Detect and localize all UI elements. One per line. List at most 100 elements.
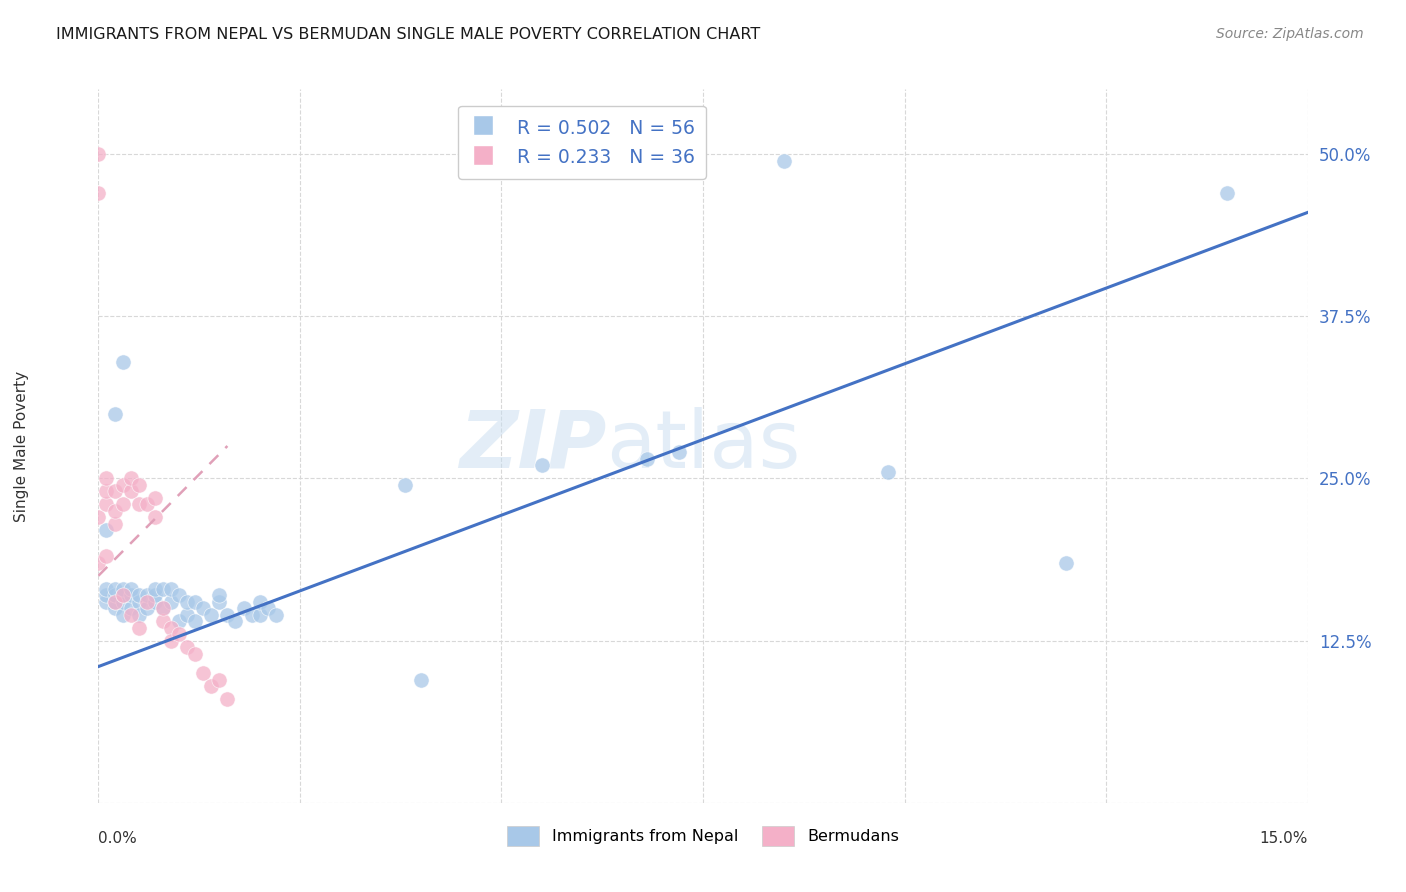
Point: [103, 601, 125, 615]
Point: [256, 601, 278, 615]
Legend: Immigrants from Nepal, Bermudans: Immigrants from Nepal, Bermudans: [501, 820, 905, 852]
Point: [120, 607, 142, 622]
Point: [128, 478, 150, 492]
Point: [240, 607, 263, 622]
Text: ZIP: ZIP: [458, 407, 606, 485]
Point: [200, 607, 222, 622]
Point: [772, 153, 794, 168]
Point: [193, 666, 215, 681]
Point: [160, 582, 183, 596]
Point: [160, 595, 183, 609]
Point: [120, 582, 142, 596]
Point: [103, 504, 125, 518]
Point: [120, 601, 142, 615]
Point: [249, 607, 271, 622]
Point: [87, 556, 110, 570]
Point: [103, 582, 125, 596]
Point: [217, 692, 239, 706]
Point: [111, 497, 134, 511]
Point: [120, 588, 142, 602]
Text: IMMIGRANTS FROM NEPAL VS BERMUDAN SINGLE MALE POVERTY CORRELATION CHART: IMMIGRANTS FROM NEPAL VS BERMUDAN SINGLE…: [56, 27, 761, 42]
Point: [111, 354, 134, 368]
Point: [232, 601, 254, 615]
Point: [877, 465, 900, 479]
Point: [111, 478, 134, 492]
Point: [96, 595, 118, 609]
Point: [1054, 556, 1077, 570]
Point: [217, 607, 239, 622]
Point: [394, 478, 416, 492]
Point: [111, 595, 134, 609]
Point: [143, 595, 166, 609]
Point: [143, 582, 166, 596]
Point: [249, 595, 271, 609]
Point: [200, 679, 222, 693]
Point: [152, 601, 174, 615]
Point: [103, 516, 125, 531]
Point: [128, 588, 150, 602]
Point: [176, 640, 198, 654]
Point: [184, 647, 207, 661]
Point: [167, 614, 190, 628]
Point: [208, 673, 231, 687]
Point: [128, 595, 150, 609]
Point: [111, 588, 134, 602]
Point: [167, 627, 190, 641]
Point: [167, 588, 190, 602]
Point: [111, 607, 134, 622]
Point: [176, 595, 198, 609]
Point: [103, 588, 125, 602]
Point: [143, 491, 166, 505]
Point: [120, 484, 142, 499]
Point: [96, 588, 118, 602]
Text: Source: ZipAtlas.com: Source: ZipAtlas.com: [1216, 27, 1364, 41]
Point: [96, 471, 118, 485]
Point: [152, 582, 174, 596]
Point: [530, 458, 553, 473]
Point: [668, 445, 690, 459]
Point: [143, 510, 166, 524]
Point: [208, 595, 231, 609]
Point: [87, 147, 110, 161]
Point: [160, 621, 183, 635]
Point: [96, 582, 118, 596]
Point: [128, 497, 150, 511]
Point: [103, 407, 125, 421]
Point: [184, 614, 207, 628]
Point: [409, 673, 432, 687]
Point: [96, 549, 118, 564]
Y-axis label: Single Male Poverty: Single Male Poverty: [14, 370, 30, 522]
Point: [103, 595, 125, 609]
Point: [152, 601, 174, 615]
Point: [87, 510, 110, 524]
Point: [208, 588, 231, 602]
Point: [135, 595, 157, 609]
Point: [87, 186, 110, 200]
Point: [184, 595, 207, 609]
Point: [120, 471, 142, 485]
Point: [103, 484, 125, 499]
Point: [1216, 186, 1239, 200]
Point: [636, 452, 658, 467]
Point: [128, 607, 150, 622]
Point: [103, 595, 125, 609]
Point: [193, 601, 215, 615]
Point: [111, 588, 134, 602]
Text: 0.0%: 0.0%: [98, 831, 138, 847]
Point: [152, 614, 174, 628]
Point: [96, 497, 118, 511]
Point: [111, 582, 134, 596]
Point: [264, 607, 287, 622]
Point: [135, 497, 157, 511]
Point: [135, 601, 157, 615]
Point: [160, 633, 183, 648]
Point: [176, 607, 198, 622]
Point: [128, 621, 150, 635]
Point: [224, 614, 246, 628]
Point: [96, 524, 118, 538]
Point: [135, 588, 157, 602]
Text: 15.0%: 15.0%: [1260, 831, 1308, 847]
Point: [96, 484, 118, 499]
Text: atlas: atlas: [606, 407, 800, 485]
Point: [143, 588, 166, 602]
